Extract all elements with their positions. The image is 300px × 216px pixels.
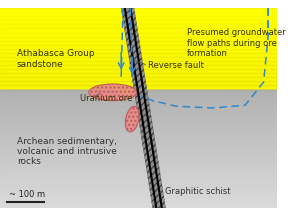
Bar (0, 133, 278, 138)
Bar (0, 173, 278, 178)
Polygon shape (0, 8, 278, 97)
Polygon shape (121, 8, 166, 208)
Text: Graphitic schist: Graphitic schist (165, 187, 230, 196)
Bar (0, 61, 278, 65)
Bar (0, 33, 278, 37)
Bar (0, 53, 278, 57)
Bar (0, 38, 278, 43)
Bar (0, 69, 278, 73)
Bar (0, 193, 278, 198)
Bar (0, 168, 278, 173)
Bar (0, 103, 278, 108)
Bar (0, 13, 278, 18)
Bar (0, 29, 278, 33)
Bar (0, 16, 278, 20)
Bar (0, 73, 278, 78)
Bar (0, 203, 278, 208)
Bar (0, 8, 278, 13)
Bar (0, 73, 278, 77)
Bar (0, 88, 278, 93)
Bar (0, 41, 278, 45)
Bar (0, 123, 278, 128)
Text: Presumed groundwater
flow paths during ore
formation: Presumed groundwater flow paths during o… (187, 29, 286, 58)
Bar (0, 37, 278, 41)
Bar (0, 23, 278, 28)
Bar (0, 45, 278, 49)
Bar (0, 49, 278, 53)
Bar (0, 108, 278, 113)
Bar (0, 43, 278, 48)
Bar (0, 58, 278, 63)
Bar (0, 78, 278, 83)
Bar (0, 28, 278, 33)
Bar (0, 148, 278, 153)
Bar (0, 178, 278, 183)
Bar (0, 77, 278, 81)
Bar (0, 83, 278, 88)
Bar (0, 163, 278, 168)
Bar (0, 18, 278, 23)
Bar (0, 48, 278, 53)
Bar (0, 12, 278, 16)
Bar (0, 68, 278, 73)
Text: Athabasca Group
sandstone: Athabasca Group sandstone (16, 49, 94, 69)
Bar (0, 153, 278, 158)
Text: Reverse fault: Reverse fault (148, 61, 204, 70)
Bar (0, 65, 278, 69)
Bar (0, 93, 278, 98)
Bar (0, 57, 278, 61)
Bar (0, 81, 278, 86)
Bar (0, 198, 278, 203)
Text: ~ 100 m: ~ 100 m (9, 190, 45, 199)
Bar (0, 86, 278, 89)
Bar (0, 24, 278, 29)
Ellipse shape (89, 84, 137, 101)
Text: Archean sedimentary,
volcanic and intrusive
rocks: Archean sedimentary, volcanic and intrus… (16, 137, 116, 166)
Bar (0, 143, 278, 148)
Bar (0, 138, 278, 143)
Bar (0, 158, 278, 163)
Bar (0, 98, 278, 103)
Bar (0, 113, 278, 118)
Ellipse shape (125, 106, 139, 132)
Bar (0, 20, 278, 24)
Bar (0, 63, 278, 68)
Bar (0, 8, 278, 12)
Bar (0, 33, 278, 38)
Bar (0, 118, 278, 123)
Bar (0, 53, 278, 58)
Bar (0, 188, 278, 193)
Bar (0, 128, 278, 133)
Text: Uranium ore: Uranium ore (80, 94, 133, 103)
Bar (0, 183, 278, 188)
